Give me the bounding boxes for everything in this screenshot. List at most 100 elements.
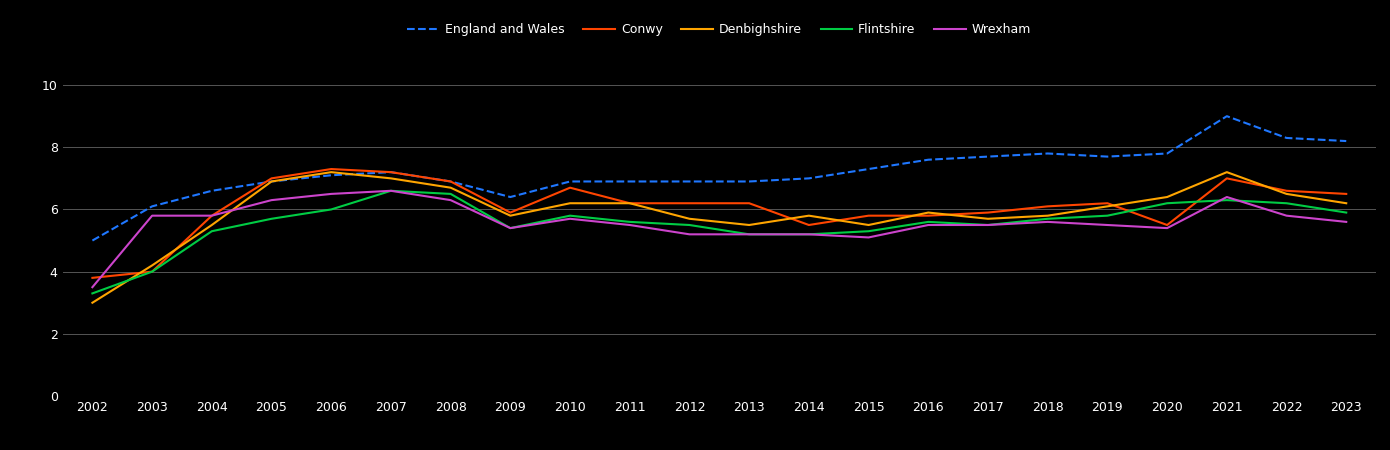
Wrexham <box>263 198 279 203</box>
Wrexham <box>1040 219 1056 225</box>
Conwy <box>681 201 698 206</box>
Denbighshire <box>681 216 698 221</box>
Flintshire <box>681 222 698 228</box>
Line: Conwy: Conwy <box>92 169 1347 278</box>
Conwy <box>1099 201 1116 206</box>
Flintshire <box>1339 210 1355 215</box>
Wrexham <box>442 198 459 203</box>
Flintshire <box>1279 201 1295 206</box>
Conwy <box>1040 204 1056 209</box>
Flintshire <box>83 291 100 296</box>
England and Wales <box>1279 135 1295 141</box>
Flintshire <box>801 232 817 237</box>
England and Wales <box>1099 154 1116 159</box>
Wrexham <box>920 222 937 228</box>
Denbighshire <box>801 213 817 218</box>
Wrexham <box>1219 194 1236 200</box>
Denbighshire <box>1099 204 1116 209</box>
Wrexham <box>322 191 339 197</box>
England and Wales <box>860 166 877 172</box>
Conwy <box>143 269 160 274</box>
Denbighshire <box>1219 170 1236 175</box>
Flintshire <box>920 219 937 225</box>
Wrexham <box>681 232 698 237</box>
Conwy <box>203 213 220 218</box>
England and Wales <box>442 179 459 184</box>
Conwy <box>1279 188 1295 194</box>
Flintshire <box>263 216 279 221</box>
Denbighshire <box>382 176 399 181</box>
Wrexham <box>562 216 578 221</box>
Flintshire <box>442 191 459 197</box>
Denbighshire <box>442 185 459 190</box>
England and Wales <box>920 157 937 162</box>
England and Wales <box>621 179 638 184</box>
Conwy <box>442 179 459 184</box>
Flintshire <box>143 269 160 274</box>
Wrexham <box>382 188 399 194</box>
Flintshire <box>562 213 578 218</box>
Flintshire <box>382 188 399 194</box>
Conwy <box>263 176 279 181</box>
Conwy <box>1339 191 1355 197</box>
Denbighshire <box>621 201 638 206</box>
Wrexham <box>1099 222 1116 228</box>
Conwy <box>1219 176 1236 181</box>
England and Wales <box>1040 151 1056 156</box>
Denbighshire <box>83 300 100 306</box>
England and Wales <box>263 179 279 184</box>
Wrexham <box>203 213 220 218</box>
Wrexham <box>1279 213 1295 218</box>
Flintshire <box>1040 216 1056 221</box>
England and Wales <box>502 194 518 200</box>
Conwy <box>980 210 997 215</box>
England and Wales <box>741 179 758 184</box>
England and Wales <box>1159 151 1176 156</box>
Denbighshire <box>1339 201 1355 206</box>
Conwy <box>1159 222 1176 228</box>
Conwy <box>920 213 937 218</box>
Conwy <box>83 275 100 280</box>
Denbighshire <box>920 210 937 215</box>
Wrexham <box>83 284 100 290</box>
Conwy <box>860 213 877 218</box>
Denbighshire <box>263 179 279 184</box>
Line: England and Wales: England and Wales <box>92 116 1347 241</box>
Denbighshire <box>143 263 160 268</box>
England and Wales <box>980 154 997 159</box>
England and Wales <box>322 172 339 178</box>
Flintshire <box>980 222 997 228</box>
Flintshire <box>1219 198 1236 203</box>
Wrexham <box>502 225 518 231</box>
Flintshire <box>322 207 339 212</box>
Denbighshire <box>741 222 758 228</box>
Wrexham <box>980 222 997 228</box>
Denbighshire <box>860 222 877 228</box>
Conwy <box>322 166 339 172</box>
Line: Wrexham: Wrexham <box>92 191 1347 287</box>
Flintshire <box>1099 213 1116 218</box>
Denbighshire <box>1279 191 1295 197</box>
England and Wales <box>203 188 220 194</box>
Wrexham <box>741 232 758 237</box>
Flintshire <box>1159 201 1176 206</box>
Legend: England and Wales, Conwy, Denbighshire, Flintshire, Wrexham: England and Wales, Conwy, Denbighshire, … <box>403 18 1036 41</box>
Flintshire <box>203 229 220 234</box>
England and Wales <box>1219 113 1236 119</box>
Line: Denbighshire: Denbighshire <box>92 172 1347 303</box>
Wrexham <box>143 213 160 218</box>
Denbighshire <box>980 216 997 221</box>
Wrexham <box>801 232 817 237</box>
Conwy <box>741 201 758 206</box>
Flintshire <box>860 229 877 234</box>
England and Wales <box>143 204 160 209</box>
England and Wales <box>562 179 578 184</box>
England and Wales <box>801 176 817 181</box>
Conwy <box>562 185 578 190</box>
Denbighshire <box>322 170 339 175</box>
Denbighshire <box>562 201 578 206</box>
Denbighshire <box>502 213 518 218</box>
England and Wales <box>681 179 698 184</box>
Denbighshire <box>1040 213 1056 218</box>
Conwy <box>502 210 518 215</box>
